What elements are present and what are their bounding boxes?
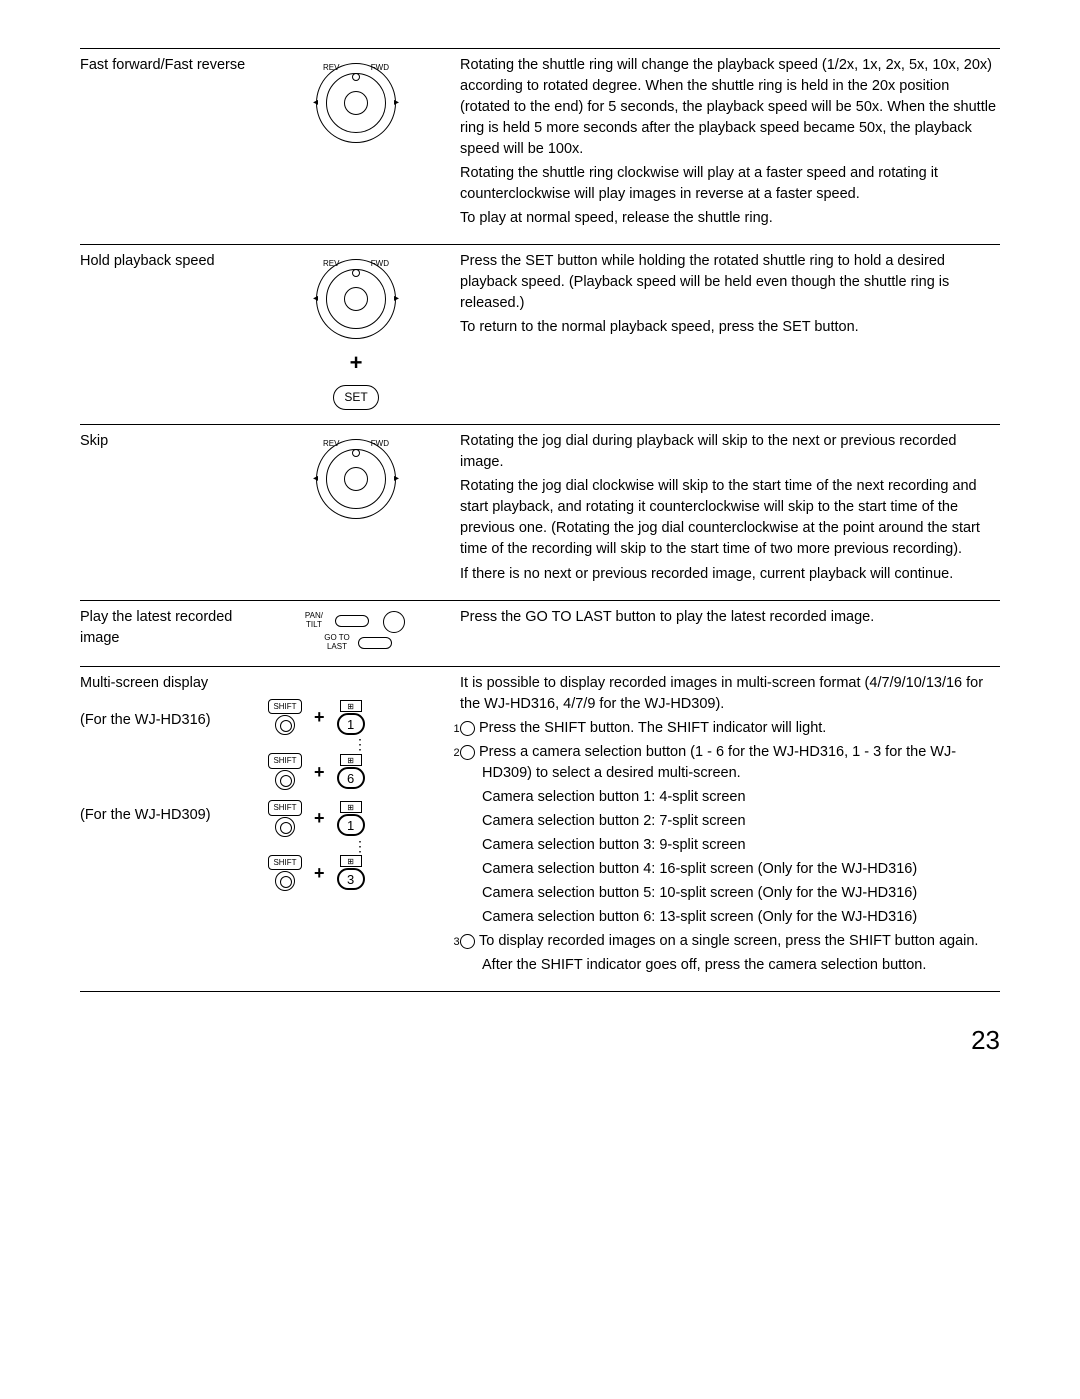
step-text: 3To display recorded images on a single … bbox=[460, 931, 1000, 952]
ellipsis-icon: ⋮ bbox=[268, 739, 452, 749]
step-detail: Camera selection button 3: 9-split scree… bbox=[460, 835, 1000, 856]
set-button-icon: SET bbox=[333, 385, 378, 410]
model-sublabel: (For the WJ-HD309) bbox=[80, 805, 252, 826]
shuttle-ring-icon: REV FWD ◂▸ bbox=[316, 63, 396, 143]
step-detail: Camera selection button 4: 16-split scre… bbox=[460, 859, 1000, 880]
section-play-latest: Play the latest recorded image PAN/ TILT… bbox=[80, 600, 1000, 666]
step-detail: Camera selection button 6: 13-split scre… bbox=[460, 907, 1000, 928]
step-detail: Camera selection button 5: 10-split scre… bbox=[460, 883, 1000, 904]
description-text: To play at normal speed, release the shu… bbox=[460, 208, 1000, 229]
section-fast-forward: Fast forward/Fast reverse REV FWD ◂▸ Rot… bbox=[80, 48, 1000, 244]
shift-plus-camera-icon: SHIFT + ⊞1 bbox=[268, 800, 452, 837]
step-detail: Camera selection button 2: 7-split scree… bbox=[460, 811, 1000, 832]
shift-plus-camera-icon: SHIFT + ⊞1 bbox=[268, 699, 452, 736]
shuttle-ring-icon: REV FWD ◂▸ bbox=[316, 259, 396, 339]
description-text: Rotating the jog dial during playback wi… bbox=[460, 431, 1000, 473]
step-detail: Camera selection button 1: 4-split scree… bbox=[460, 787, 1000, 808]
description-text: Rotating the shuttle ring will change th… bbox=[460, 55, 1000, 160]
shift-plus-camera-icon: SHIFT + ⊞6 bbox=[268, 753, 452, 790]
page-number: 23 bbox=[80, 1022, 1000, 1060]
row-title: Multi-screen display bbox=[80, 673, 252, 694]
section-multiscreen: Multi-screen display (For the WJ-HD316) … bbox=[80, 666, 1000, 992]
ellipsis-icon: ⋮ bbox=[268, 841, 452, 851]
description-text: It is possible to display recorded image… bbox=[460, 673, 1000, 715]
row-title: Fast forward/Fast reverse bbox=[80, 55, 252, 76]
jog-dial-icon: REV FWD ◂▸ bbox=[316, 439, 396, 519]
description-text: Press the SET button while holding the r… bbox=[460, 251, 1000, 314]
section-hold-speed: Hold playback speed REV FWD ◂▸ + SET Pre… bbox=[80, 244, 1000, 424]
shift-plus-camera-icon: SHIFT + ⊞3 bbox=[268, 855, 452, 892]
step-detail: After the SHIFT indicator goes off, pres… bbox=[460, 955, 1000, 976]
plus-icon: + bbox=[260, 347, 452, 379]
description-text: Press the GO TO LAST button to play the … bbox=[460, 607, 1000, 628]
step-text: 1Press the SHIFT button. The SHIFT indic… bbox=[460, 718, 1000, 739]
description-text: If there is no next or previous recorded… bbox=[460, 564, 1000, 585]
row-title: Hold playback speed bbox=[80, 251, 252, 272]
step-text: 2Press a camera selection button (1 - 6 … bbox=[460, 742, 1000, 784]
model-sublabel: (For the WJ-HD316) bbox=[80, 710, 252, 731]
description-text: Rotating the jog dial clockwise will ski… bbox=[460, 476, 1000, 560]
section-skip: Skip REV FWD ◂▸ Rotating the jog dial du… bbox=[80, 424, 1000, 599]
row-title: Skip bbox=[80, 431, 252, 452]
goto-last-control-icon: PAN/ TILT GO TO LAST bbox=[260, 611, 452, 654]
description-text: To return to the normal playback speed, … bbox=[460, 317, 1000, 338]
row-title: Play the latest recorded image bbox=[80, 607, 252, 649]
description-text: Rotating the shuttle ring clockwise will… bbox=[460, 163, 1000, 205]
